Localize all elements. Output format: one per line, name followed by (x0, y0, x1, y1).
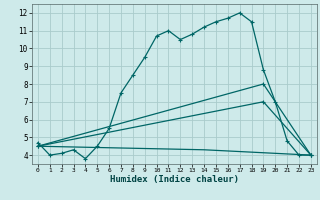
X-axis label: Humidex (Indice chaleur): Humidex (Indice chaleur) (110, 175, 239, 184)
